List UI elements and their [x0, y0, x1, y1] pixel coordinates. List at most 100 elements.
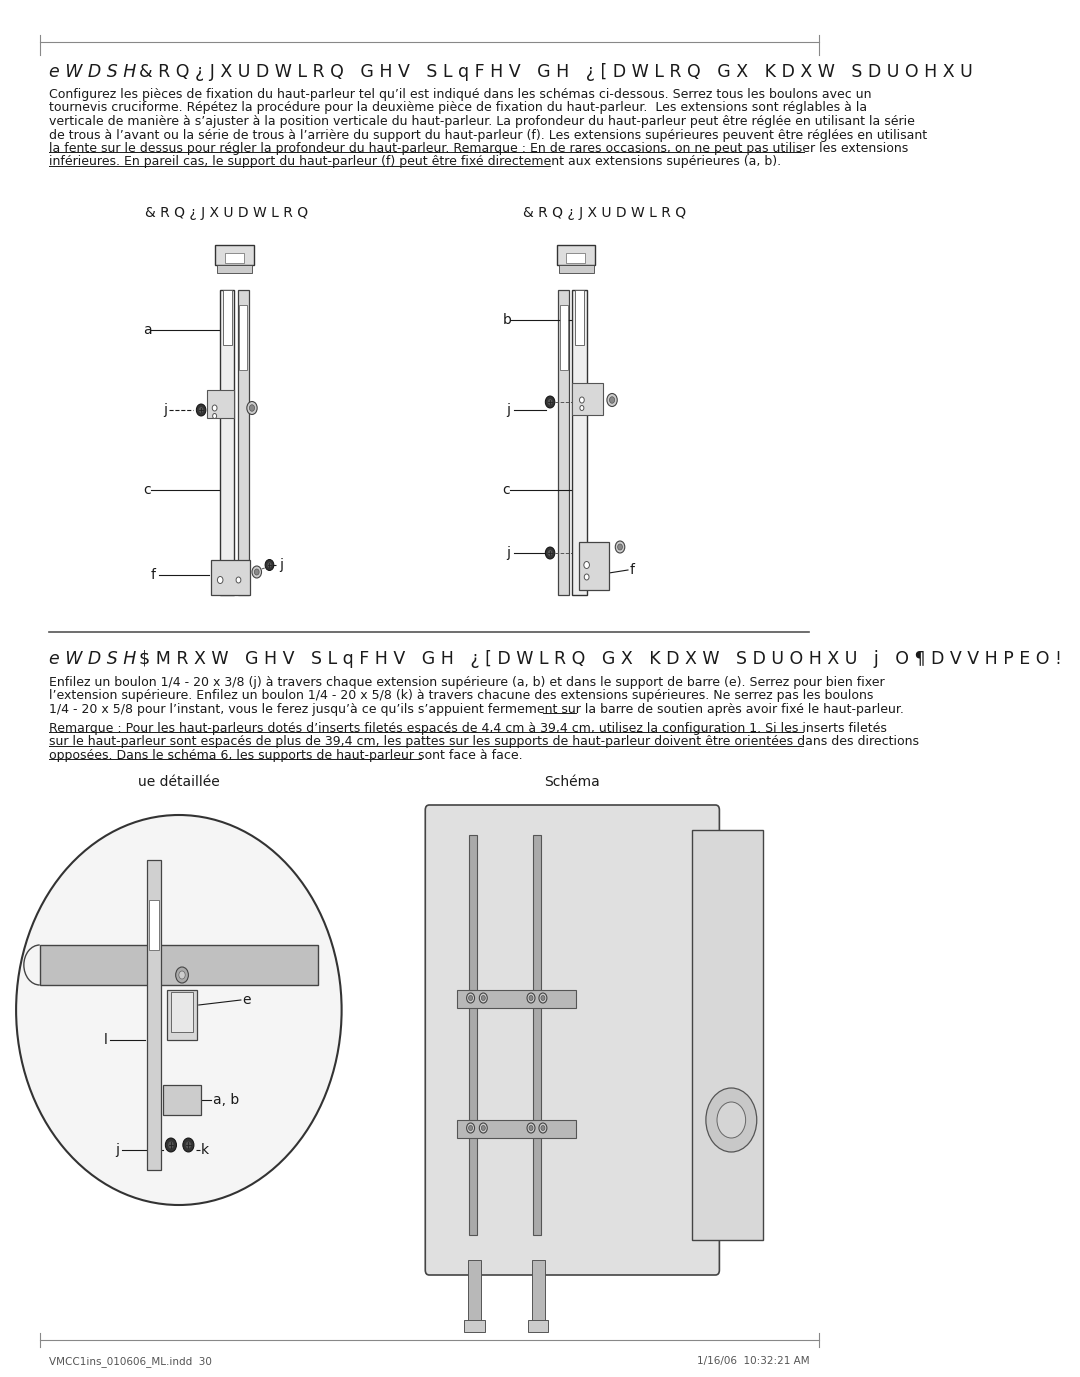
Circle shape [539, 993, 546, 1002]
Circle shape [197, 403, 206, 416]
Circle shape [539, 1124, 546, 1133]
Text: opposées. Dans le schéma 6, les supports de haut-parleur sont face à face.: opposées. Dans le schéma 6, les supports… [50, 749, 523, 761]
Text: f: f [630, 563, 635, 577]
Bar [579, 543, 609, 589]
Text: 1/4 - 20 x 5/8 pour l’instant, vous le ferez jusqu’à ce qu’ils s’appuient fermem: 1/4 - 20 x 5/8 pour l’instant, vous le f… [50, 704, 904, 716]
Circle shape [545, 397, 555, 408]
Circle shape [541, 1125, 545, 1131]
Circle shape [267, 562, 272, 569]
Text: Schéma: Schéma [544, 775, 600, 789]
Circle shape [717, 1102, 745, 1137]
Bar [572, 383, 603, 414]
Circle shape [249, 405, 255, 412]
Text: k: k [201, 1143, 210, 1157]
Circle shape [584, 574, 589, 580]
Circle shape [247, 402, 257, 414]
Bar [225, 253, 244, 263]
Text: f: f [151, 567, 156, 582]
Bar [691, 830, 764, 1241]
Text: FRANÇAIS: FRANÇAIS [11, 789, 24, 856]
Circle shape [607, 394, 618, 406]
Circle shape [527, 993, 535, 1002]
Bar [469, 1260, 481, 1330]
Bar [206, 390, 234, 419]
Bar [457, 1120, 577, 1137]
Text: e: e [242, 993, 251, 1007]
Bar [557, 245, 595, 264]
Bar [457, 990, 577, 1008]
Circle shape [545, 547, 555, 559]
Circle shape [548, 399, 553, 405]
Circle shape [618, 544, 622, 549]
Circle shape [179, 971, 185, 979]
Bar [528, 1321, 549, 1332]
Bar [215, 245, 254, 264]
Bar [558, 291, 569, 595]
Text: inférieures. En pareil cas, le support du haut-parleur (f) peut être fixé direct: inférieures. En pareil cas, le support d… [50, 156, 782, 168]
Text: j: j [507, 403, 511, 417]
Bar [211, 560, 251, 595]
Text: & R Q ¿ J X U D W L R Q: & R Q ¿ J X U D W L R Q [145, 207, 308, 220]
Circle shape [548, 549, 553, 556]
Circle shape [529, 996, 534, 1001]
Circle shape [165, 1137, 176, 1153]
Circle shape [527, 1124, 535, 1133]
Circle shape [213, 413, 217, 419]
Circle shape [469, 996, 473, 1001]
Bar [167, 990, 198, 1040]
Text: c: c [143, 483, 151, 497]
Circle shape [480, 1124, 487, 1133]
Bar [532, 834, 540, 1235]
Circle shape [176, 967, 188, 983]
Text: 1/16/06  10:32:21 AM: 1/16/06 10:32:21 AM [697, 1356, 809, 1366]
Circle shape [265, 559, 274, 570]
Bar [222, 291, 232, 346]
Circle shape [482, 1125, 485, 1131]
Text: l: l [104, 1033, 107, 1047]
Circle shape [706, 1088, 757, 1153]
Text: l’extension supérieure. Enfilez un boulon 1/4 - 20 x 5/8 (k) à travers chacune d: l’extension supérieure. Enfilez un boulo… [50, 690, 874, 702]
Circle shape [252, 566, 261, 578]
Text: Remarque : Pour les haut-parleurs dotés d’inserts filetés espacés de 4,4 cm à 39: Remarque : Pour les haut-parleurs dotés … [50, 722, 887, 735]
Circle shape [609, 397, 615, 403]
Bar [464, 1321, 485, 1332]
Circle shape [167, 1142, 174, 1148]
Circle shape [467, 1124, 474, 1133]
Text: j: j [279, 558, 283, 571]
Text: j: j [507, 547, 511, 560]
Text: Enfilez un boulon 1/4 - 20 x 3/8 (j) à travers chaque extension supérieure (a, b: Enfilez un boulon 1/4 - 20 x 3/8 (j) à t… [50, 676, 885, 688]
Bar [149, 901, 159, 950]
Circle shape [183, 1137, 194, 1153]
Bar [40, 945, 318, 985]
Text: e W D S H: e W D S H [50, 63, 137, 81]
Text: e W D S H: e W D S H [50, 650, 137, 668]
Circle shape [467, 993, 474, 1002]
Circle shape [469, 1125, 473, 1131]
Bar [217, 264, 252, 273]
Ellipse shape [16, 815, 341, 1205]
Text: de trous à l’avant ou la série de trous à l’arrière du support du haut-parleur (: de trous à l’avant ou la série de trous … [50, 128, 928, 142]
Text: ue détaillée: ue détaillée [138, 775, 219, 789]
Text: b: b [502, 313, 511, 326]
FancyBboxPatch shape [426, 806, 719, 1275]
Text: j: j [116, 1143, 119, 1157]
Bar [238, 291, 248, 595]
Bar [220, 291, 234, 595]
Bar [566, 253, 585, 263]
Text: c: c [502, 483, 510, 497]
Circle shape [237, 577, 241, 582]
Circle shape [482, 996, 485, 1001]
Bar [163, 1085, 201, 1115]
Bar [240, 304, 247, 370]
Bar [171, 991, 193, 1031]
Text: a, b: a, b [213, 1093, 240, 1107]
Circle shape [186, 1142, 191, 1148]
Circle shape [217, 577, 222, 584]
Text: & R Q ¿ J X U D W L R Q: & R Q ¿ J X U D W L R Q [523, 207, 686, 220]
Circle shape [529, 1125, 534, 1131]
Bar [147, 861, 161, 1170]
Text: & R Q ¿ J X U D W L R Q   G H V   S L q F H V   G H   ¿ [ D W L R Q   G X   K D : & R Q ¿ J X U D W L R Q G H V S L q F H … [139, 63, 973, 81]
Text: sur le haut-parleur sont espacés de plus de 39,4 cm, les pattes sur les supports: sur le haut-parleur sont espacés de plus… [50, 735, 919, 749]
Circle shape [616, 541, 625, 554]
Circle shape [213, 405, 217, 410]
